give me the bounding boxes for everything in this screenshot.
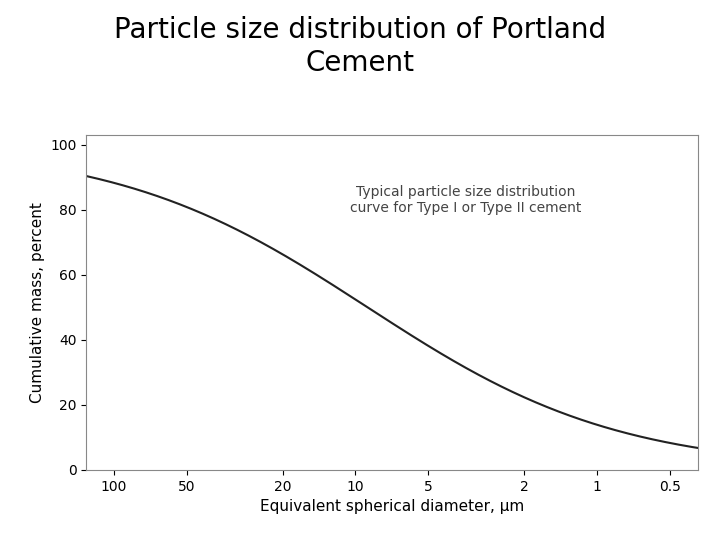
Y-axis label: Cumulative mass, percent: Cumulative mass, percent <box>30 202 45 403</box>
Text: Particle size distribution of Portland
Cement: Particle size distribution of Portland C… <box>114 16 606 77</box>
Text: Typical particle size distribution
curve for Type I or Type II cement: Typical particle size distribution curve… <box>350 185 581 215</box>
X-axis label: Equivalent spherical diameter, μm: Equivalent spherical diameter, μm <box>260 499 525 514</box>
